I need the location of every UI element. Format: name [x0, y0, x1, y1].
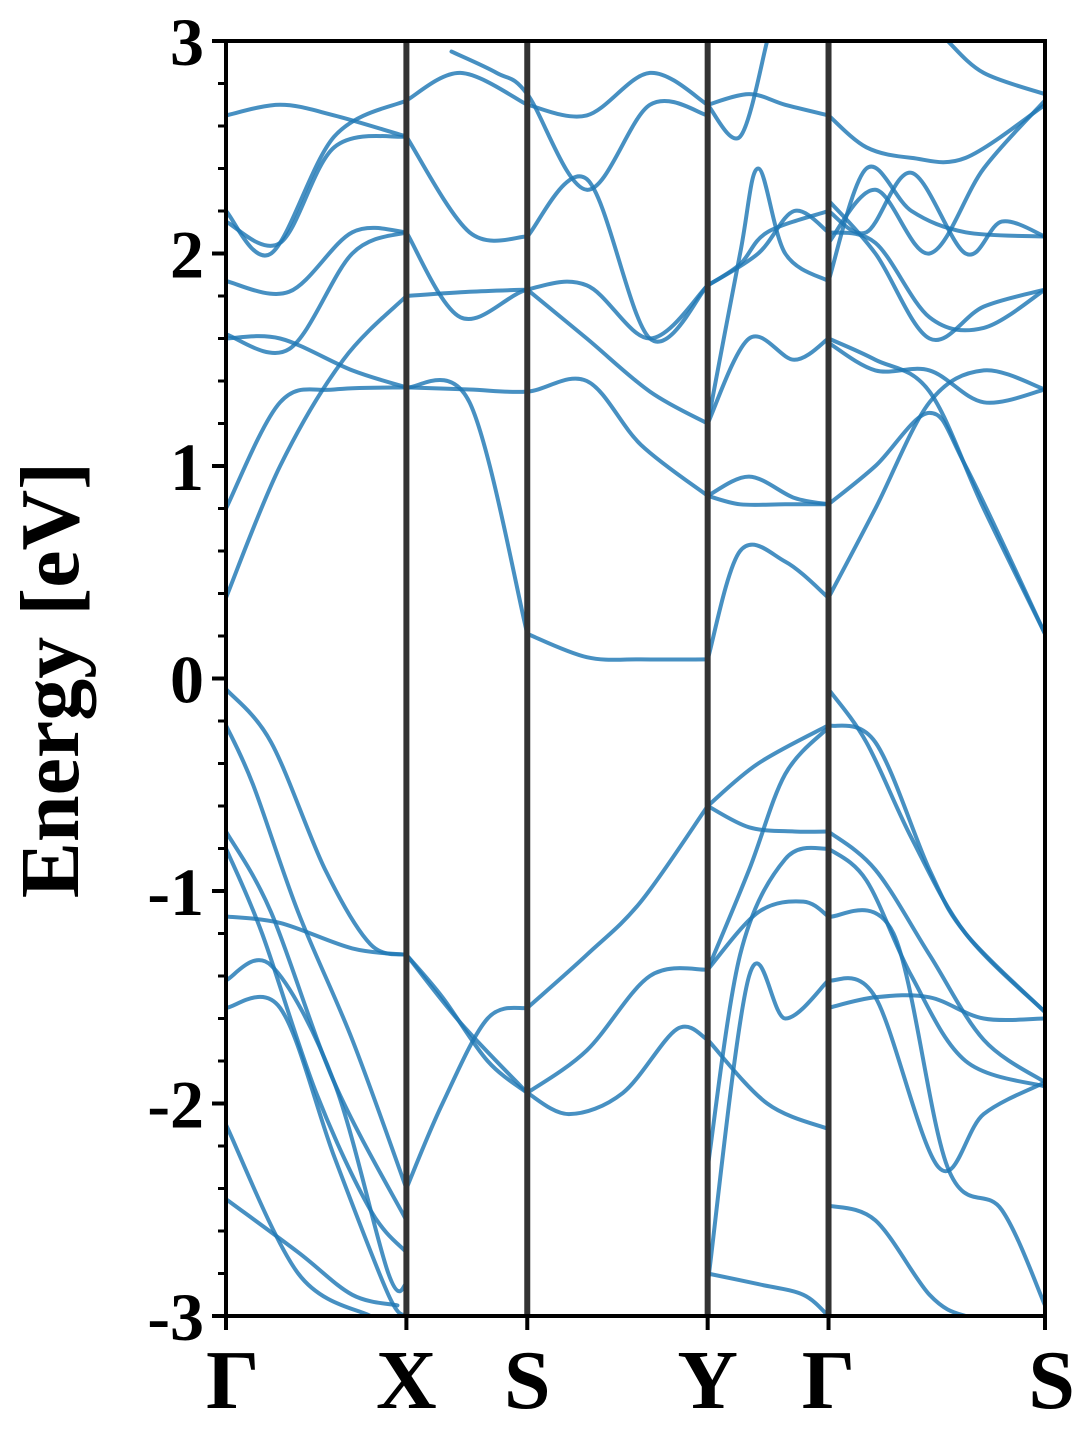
- band-line-58: [705, 208, 831, 288]
- y-axis-label: Energy [eV]: [4, 462, 97, 898]
- y-axis-ticks: -3 -2 -1 0 1 2 3: [147, 4, 226, 1355]
- band-line-28: [705, 899, 831, 972]
- band-line-36: [525, 631, 710, 662]
- band-line-66: [826, 170, 1045, 257]
- band-line-68: [826, 98, 1045, 256]
- band-line-70: [826, 723, 1045, 1015]
- k-label-4: Γ: [802, 1334, 855, 1427]
- band-line-49: [449, 49, 710, 192]
- band-line-26: [705, 804, 831, 834]
- k-label-1: X: [376, 1334, 437, 1427]
- band-line-34: [525, 287, 710, 426]
- band-line-62: [826, 340, 1045, 405]
- band-line-60: [826, 410, 1045, 636]
- band-line-47: [404, 70, 530, 107]
- band-line-31: [226, 385, 409, 511]
- band-line-29: [705, 1271, 831, 1316]
- band-line-37: [404, 376, 710, 498]
- band-line-20: [826, 829, 1045, 1085]
- band-line-10: [404, 952, 530, 1095]
- band-line-33: [404, 287, 530, 298]
- band-line-44: [226, 133, 409, 248]
- y-tick-label-1: -2: [147, 1067, 204, 1143]
- band-line-30: [705, 961, 831, 1287]
- band-line-17: [226, 1122, 373, 1316]
- band-line-55: [705, 166, 831, 426]
- band-line-46: [525, 174, 710, 344]
- y-tick-label-0: -3: [147, 1279, 204, 1355]
- band-line-61: [826, 336, 1045, 636]
- band-line-18: [226, 1197, 400, 1308]
- band-line-69: [945, 41, 1045, 97]
- band-line-40: [226, 230, 409, 355]
- band-line-39: [226, 334, 409, 390]
- band-line-3: [525, 966, 710, 1095]
- band-line-8: [705, 723, 831, 808]
- k-label-2: S: [504, 1334, 551, 1427]
- band-line-22: [826, 908, 1045, 1308]
- band-line-42: [226, 98, 409, 258]
- k-label-5: S: [1028, 1334, 1075, 1427]
- y-tick-label-5: 2: [170, 217, 204, 293]
- band-lines: [226, 41, 1045, 1316]
- high-symmetry-dividers: [403, 41, 832, 1316]
- band-line-9: [226, 914, 409, 957]
- band-line-52: [705, 493, 831, 507]
- band-line-45: [404, 134, 530, 243]
- y-tick-label-3: 0: [170, 642, 204, 718]
- y-tick-label-4: 1: [170, 429, 204, 505]
- y-tick-label-2: -1: [147, 854, 204, 930]
- band-line-6: [404, 1005, 530, 1191]
- band-line-7: [525, 804, 710, 1010]
- band-line-24: [826, 993, 1045, 1023]
- band-line-35: [404, 378, 530, 636]
- band-line-21: [826, 846, 1045, 1089]
- band-line-43: [226, 102, 409, 139]
- band-line-38: [404, 230, 710, 341]
- y-tick-label-6: 3: [170, 4, 204, 80]
- band-line-51: [705, 542, 831, 662]
- band-line-23: [826, 976, 1045, 1173]
- band-line-32: [226, 294, 409, 600]
- band-line-27: [705, 845, 831, 1170]
- band-line-48: [525, 70, 710, 119]
- band-line-25: [826, 1203, 1004, 1316]
- band-line-67: [826, 102, 1045, 165]
- band-line-56: [705, 92, 831, 118]
- band-line-57: [705, 41, 770, 141]
- k-label-0: Γ: [206, 1334, 259, 1427]
- band-line-16: [226, 994, 409, 1316]
- band-line-11: [525, 1024, 710, 1117]
- band-line-14: [226, 846, 409, 1255]
- band-line-59: [826, 368, 1045, 600]
- band-line-1: [226, 687, 409, 957]
- band-line-13: [226, 829, 409, 1223]
- band-line-15: [226, 958, 409, 1294]
- band-line-53: [705, 334, 831, 426]
- band-line-41: [226, 225, 409, 296]
- band-line-12: [705, 1037, 831, 1131]
- k-label-3: Y: [677, 1334, 738, 1427]
- band-line-5: [226, 723, 409, 1191]
